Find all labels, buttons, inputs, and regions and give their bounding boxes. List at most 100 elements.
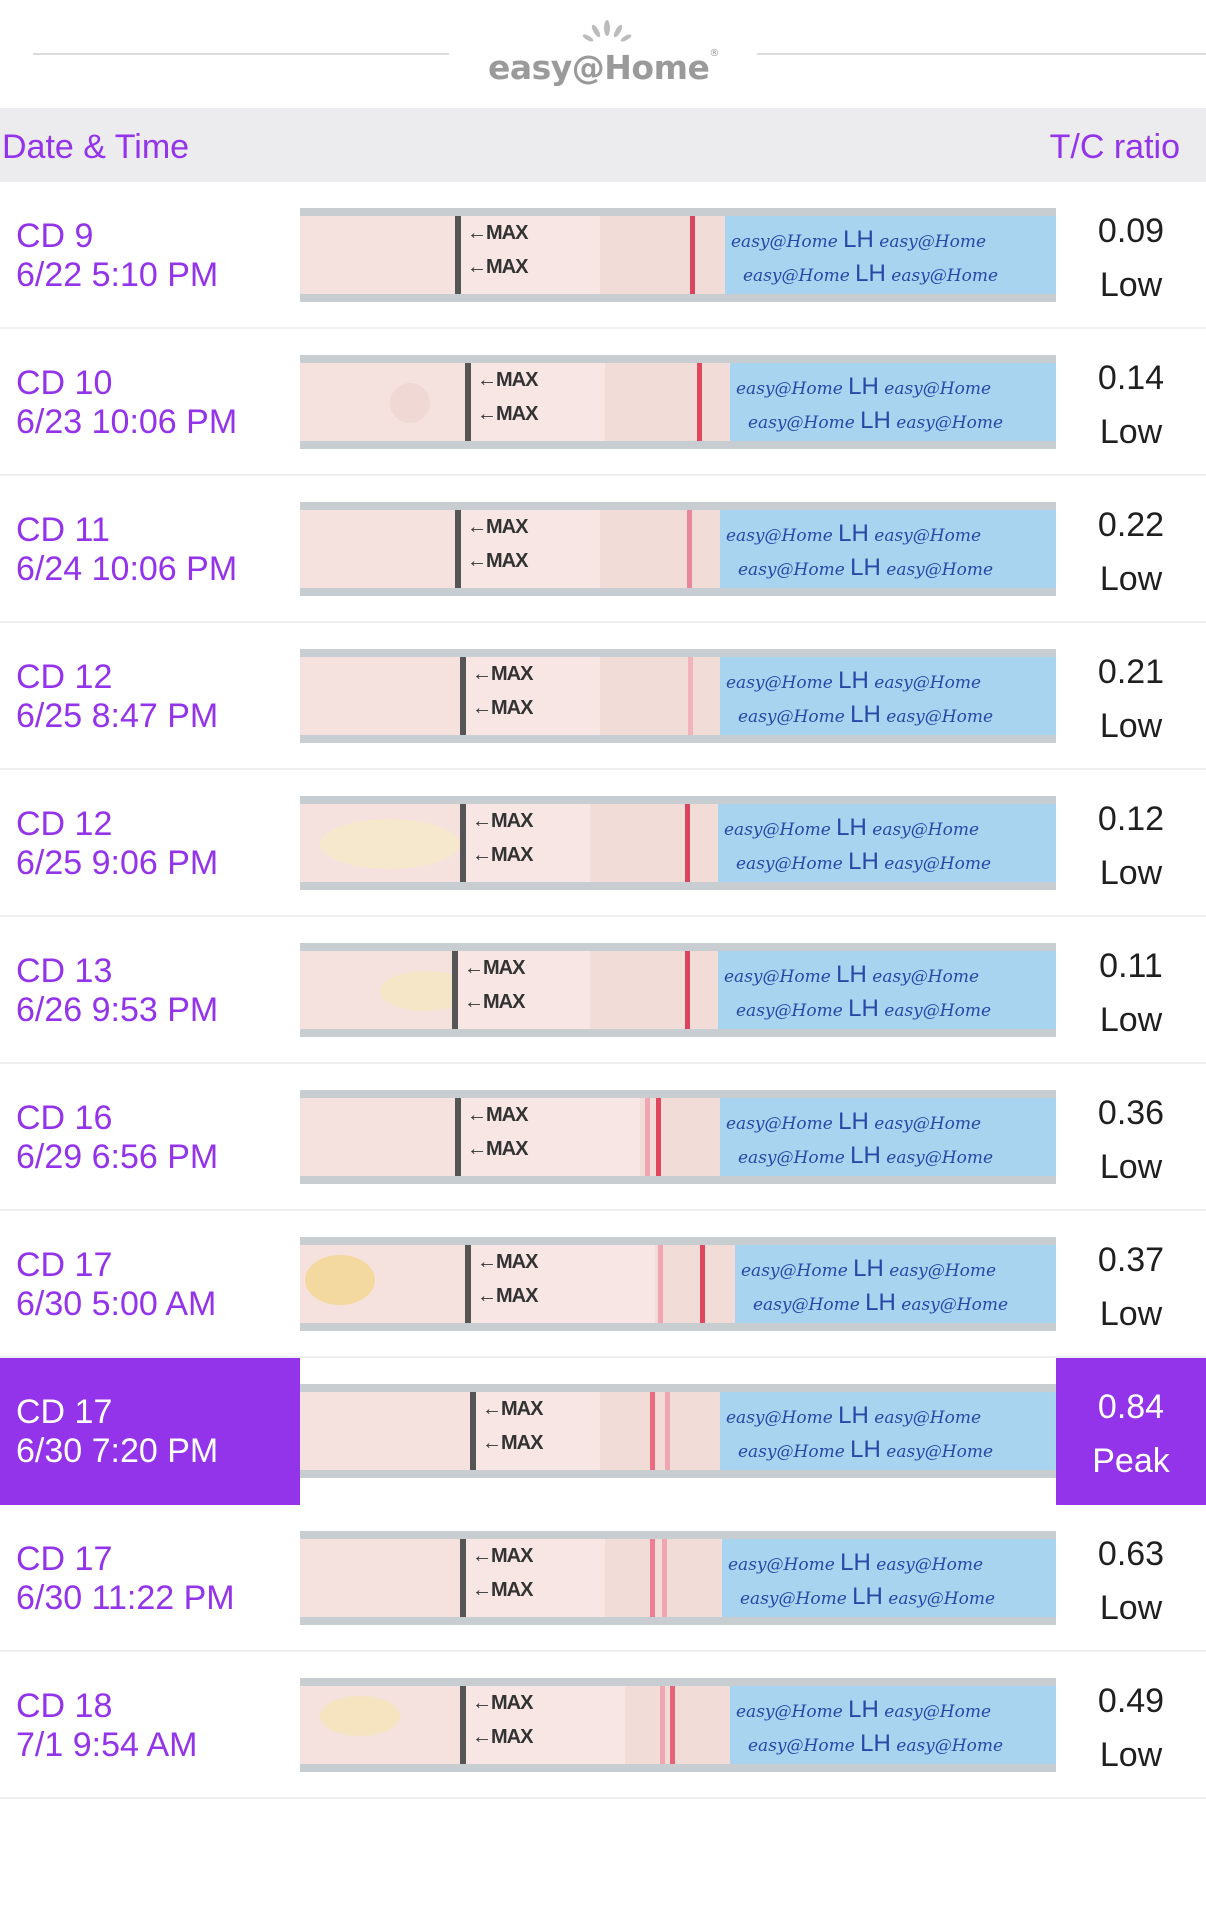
test-result-row[interactable]: CD 18 7/1 9:54 AM ←MAX ←MAX easy@Home LH…	[0, 1652, 1206, 1799]
cycle-day: CD 13	[16, 952, 113, 990]
lh-test-strip-image[interactable]: ←MAX ←MAX easy@Home LH easy@Home easy@Ho…	[300, 649, 1056, 743]
row-divider	[0, 1797, 1206, 1799]
ratio-cell[interactable]: 0.63 Low	[1056, 1505, 1206, 1652]
date-cell[interactable]: CD 17 6/30 5:00 AM	[0, 1211, 300, 1358]
date-cell[interactable]: CD 18 7/1 9:54 AM	[0, 1652, 300, 1799]
max-line-label: ←MAX	[467, 1138, 528, 1160]
tc-ratio-value: 0.84	[1097, 1388, 1165, 1426]
ratio-cell[interactable]: 0.84 Peak	[1056, 1358, 1206, 1505]
test-result-row[interactable]: CD 17 6/30 7:20 PM ←MAX ←MAX easy@Home L…	[0, 1358, 1206, 1505]
strip-divider	[460, 1539, 466, 1617]
control-line	[660, 1686, 665, 1764]
strip-brand-text: easy@Home LH easy@Home	[724, 814, 980, 841]
sun-icon	[582, 20, 632, 42]
control-line	[658, 1245, 663, 1323]
row-divider	[0, 621, 1206, 623]
strip-absorbent-pad	[300, 1392, 470, 1470]
date-cell[interactable]: CD 12 6/25 8:47 PM	[0, 623, 300, 770]
strip-brand-text: easy@Home LH easy@Home	[736, 1696, 992, 1723]
row-divider	[0, 1356, 1206, 1358]
test-result-row[interactable]: CD 12 6/25 9:06 PM ←MAX ←MAX easy@Home L…	[0, 770, 1206, 917]
strip-divider	[455, 510, 461, 588]
date-cell[interactable]: CD 17 6/30 7:20 PM	[0, 1358, 300, 1505]
test-datetime: 6/22 5:10 PM	[16, 256, 219, 294]
max-line-label: ←MAX	[477, 369, 538, 391]
date-cell[interactable]: CD 17 6/30 11:22 PM	[0, 1505, 300, 1652]
ratio-cell[interactable]: 0.21 Low	[1056, 623, 1206, 770]
ratio-cell[interactable]: 0.12 Low	[1056, 770, 1206, 917]
ratio-cell[interactable]: 0.09 Low	[1056, 182, 1206, 329]
test-datetime: 6/30 7:20 PM	[16, 1432, 219, 1470]
test-line	[688, 657, 693, 735]
test-result-row[interactable]: CD 9 6/22 5:10 PM ←MAX ←MAX easy@Home LH…	[0, 182, 1206, 329]
test-line	[697, 363, 702, 441]
lh-test-strip-image[interactable]: ←MAX ←MAX easy@Home LH easy@Home easy@Ho…	[300, 208, 1056, 302]
cycle-day: CD 11	[16, 511, 110, 549]
strip-divider	[460, 1686, 466, 1764]
max-line-label: ←MAX	[472, 1545, 533, 1567]
strip-band	[625, 1686, 730, 1764]
max-line-label: ←MAX	[467, 256, 528, 278]
strip-divider	[460, 804, 466, 882]
test-result-row[interactable]: CD 10 6/23 10:06 PM ←MAX ←MAX easy@Home …	[0, 329, 1206, 476]
ratio-cell[interactable]: 0.36 Low	[1056, 1064, 1206, 1211]
strip-brand-label: easy@Home LH easy@Home easy@Home LH easy…	[722, 1539, 1056, 1617]
ratio-cell[interactable]: 0.37 Low	[1056, 1211, 1206, 1358]
lh-test-strip-image[interactable]: ←MAX ←MAX easy@Home LH easy@Home easy@Ho…	[300, 355, 1056, 449]
lh-test-strip-image[interactable]: ←MAX ←MAX easy@Home LH easy@Home easy@Ho…	[300, 1531, 1056, 1625]
lh-test-strip-image[interactable]: ←MAX ←MAX easy@Home LH easy@Home easy@Ho…	[300, 1090, 1056, 1184]
tc-ratio-value: 0.12	[1097, 800, 1165, 838]
lh-test-strip-image[interactable]: ←MAX ←MAX easy@Home LH easy@Home easy@Ho…	[300, 502, 1056, 596]
lh-test-strip-image[interactable]: ←MAX ←MAX easy@Home LH easy@Home easy@Ho…	[300, 1384, 1056, 1478]
strip-band	[640, 1098, 720, 1176]
test-result-row[interactable]: CD 11 6/24 10:06 PM ←MAX ←MAX easy@Home …	[0, 476, 1206, 623]
test-result-row[interactable]: CD 16 6/29 6:56 PM ←MAX ←MAX easy@Home L…	[0, 1064, 1206, 1211]
strip-absorbent-pad	[300, 216, 455, 294]
tc-ratio-value: 0.63	[1097, 1535, 1165, 1573]
date-cell[interactable]: CD 11 6/24 10:06 PM	[0, 476, 300, 623]
cycle-day: CD 9	[16, 217, 94, 255]
lh-status-label: Low	[1099, 1001, 1163, 1039]
brand-logo-text: easy@Home	[488, 48, 710, 87]
strip-brand-label: easy@Home LH easy@Home easy@Home LH easy…	[720, 657, 1056, 735]
tc-ratio-value: 0.36	[1097, 1094, 1165, 1132]
ratio-cell[interactable]: 0.11 Low	[1056, 917, 1206, 1064]
tc-ratio-value: 0.22	[1097, 506, 1165, 544]
max-line-label: ←MAX	[472, 1579, 533, 1601]
date-cell[interactable]: CD 16 6/29 6:56 PM	[0, 1064, 300, 1211]
ratio-cell[interactable]: 0.14 Low	[1056, 329, 1206, 476]
max-line-label: ←MAX	[482, 1398, 543, 1420]
lh-test-strip-image[interactable]: ←MAX ←MAX easy@Home LH easy@Home easy@Ho…	[300, 796, 1056, 890]
strip-brand-text: easy@Home LH easy@Home	[736, 995, 992, 1022]
test-line	[656, 1098, 661, 1176]
test-result-row[interactable]: CD 12 6/25 8:47 PM ←MAX ←MAX easy@Home L…	[0, 623, 1206, 770]
lh-test-strip-image[interactable]: ←MAX ←MAX easy@Home LH easy@Home easy@Ho…	[300, 1678, 1056, 1772]
strip-band	[590, 804, 718, 882]
strip-brand-text: easy@Home LH easy@Home	[741, 1255, 997, 1282]
test-datetime: 6/25 8:47 PM	[16, 697, 219, 735]
max-line-label: ←MAX	[467, 1104, 528, 1126]
date-cell[interactable]: CD 13 6/26 9:53 PM	[0, 917, 300, 1064]
date-cell[interactable]: CD 10 6/23 10:06 PM	[0, 329, 300, 476]
max-line-label: ←MAX	[482, 1432, 543, 1454]
ratio-cell[interactable]: 0.22 Low	[1056, 476, 1206, 623]
strip-brand-text: easy@Home LH easy@Home	[724, 961, 980, 988]
lh-status-label: Peak	[1092, 1442, 1170, 1480]
lh-test-strip-image[interactable]: ←MAX ←MAX easy@Home LH easy@Home easy@Ho…	[300, 943, 1056, 1037]
ratio-cell[interactable]: 0.49 Low	[1056, 1652, 1206, 1799]
date-cell[interactable]: CD 9 6/22 5:10 PM	[0, 182, 300, 329]
test-result-row[interactable]: CD 13 6/26 9:53 PM ←MAX ←MAX easy@Home L…	[0, 917, 1206, 1064]
strip-divider	[460, 657, 466, 735]
pad-stain	[390, 383, 430, 423]
date-time-column-header: Date & Time	[2, 128, 190, 166]
cycle-day: CD 17	[16, 1246, 113, 1284]
test-result-row[interactable]: CD 17 6/30 11:22 PM ←MAX ←MAX easy@Home …	[0, 1505, 1206, 1652]
strip-absorbent-pad	[300, 1098, 455, 1176]
test-datetime: 6/25 9:06 PM	[16, 844, 219, 882]
lh-test-strip-image[interactable]: ←MAX ←MAX easy@Home LH easy@Home easy@Ho…	[300, 1237, 1056, 1331]
strip-absorbent-pad	[300, 363, 465, 441]
date-cell[interactable]: CD 12 6/25 9:06 PM	[0, 770, 300, 917]
table-header: Date & Time T/C ratio	[0, 108, 1206, 182]
test-result-row[interactable]: CD 17 6/30 5:00 AM ←MAX ←MAX easy@Home L…	[0, 1211, 1206, 1358]
cycle-day: CD 12	[16, 805, 113, 843]
